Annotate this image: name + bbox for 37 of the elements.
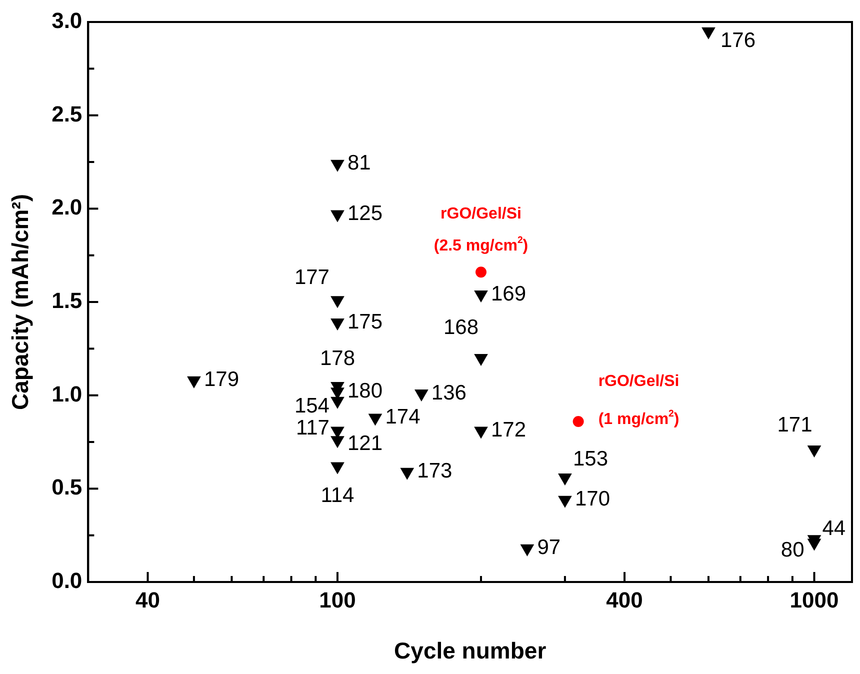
y-axis-title: Capacity (mAh/cm²): [7, 194, 34, 410]
x-tick-label: 1000: [790, 587, 839, 612]
annotation: 168: [443, 316, 479, 339]
annotation: 177: [294, 266, 330, 289]
annotation: 154: [294, 394, 330, 418]
annotation: 178: [320, 346, 356, 370]
annotation: 171: [777, 413, 812, 436]
annotation: 125: [347, 202, 383, 226]
annotation: 81: [347, 152, 371, 175]
annotation: 121: [347, 432, 383, 455]
annotation: 173: [417, 460, 452, 483]
annotation: 174: [385, 406, 421, 429]
annotation: 136: [431, 381, 466, 404]
y-tick-label: 3.0: [52, 8, 82, 34]
annotation: 80: [780, 538, 804, 562]
y-tick-label: 2.5: [52, 101, 82, 126]
annotation: 175: [347, 310, 383, 334]
annotation: 117: [296, 416, 330, 440]
annotation: 176: [720, 29, 756, 52]
annotation: 114: [320, 484, 355, 508]
annotation: 97: [537, 536, 561, 560]
x-tick-label: 400: [606, 587, 643, 612]
annotation: 179: [204, 368, 239, 392]
annotation: 153: [572, 447, 608, 470]
annotation: 172: [491, 418, 526, 442]
x-tick-label: 100: [319, 587, 356, 612]
x-axis-title: Cycle number: [394, 638, 546, 664]
x-tick-label: 40: [136, 587, 160, 612]
y-tick-label: 0.0: [52, 568, 82, 594]
annotation: 170: [574, 488, 610, 511]
y-tick-label: 1.0: [52, 381, 82, 406]
annotation: 169: [491, 282, 526, 306]
y-tick-label: 0.5: [52, 474, 82, 500]
annotation: 44: [822, 516, 846, 540]
y-tick-label: 1.5: [52, 288, 82, 314]
y-tick-label: 2.0: [52, 194, 82, 220]
annotation: 180: [347, 379, 383, 402]
